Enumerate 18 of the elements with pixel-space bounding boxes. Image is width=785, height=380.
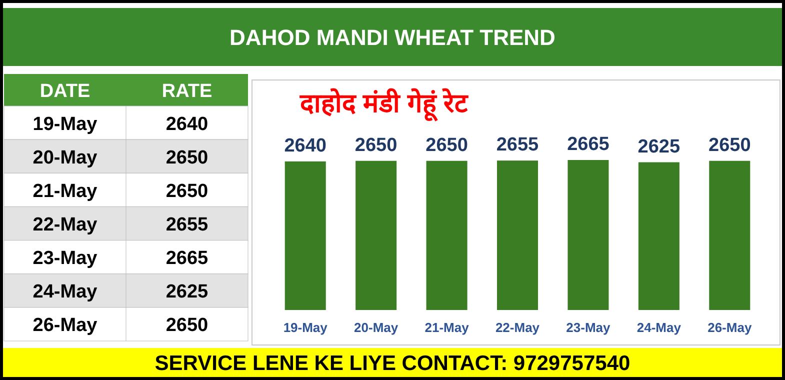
text: SERVICE LENE KE LIYE CONTACT: 9729757540 xyxy=(154,352,630,375)
chart-subtitle: दाहोद मंडी गेहूं रेट xyxy=(299,88,469,122)
x-tick-label: 19-May xyxy=(283,320,328,335)
data-label: 2650 xyxy=(354,134,398,156)
x-tick-label: 20-May xyxy=(354,320,399,335)
rate-table: DATE RATE 19-May 2640 20-May 2650 21-May 2650 22-May 2655 23-May 2665 24-May 2625 26-May 2650 xyxy=(4,74,248,342)
data-label: 2640 xyxy=(284,135,326,156)
x-tick-label: 24-May xyxy=(636,320,682,335)
x-tick-label: 21-May xyxy=(424,320,470,335)
data-label: 2625 xyxy=(638,136,680,158)
x-tick-label: 23-May xyxy=(566,320,612,335)
x-tick-label: 26-May xyxy=(708,320,752,335)
x-tick-label: 22-May xyxy=(495,320,540,335)
data-label: 2650 xyxy=(708,134,751,156)
data-label: 2665 xyxy=(567,134,610,155)
data-label: 2655 xyxy=(496,134,540,156)
data-label: 2650 xyxy=(426,134,468,156)
chart-title: DAHOD MANDI WHEAT TREND xyxy=(230,25,556,50)
